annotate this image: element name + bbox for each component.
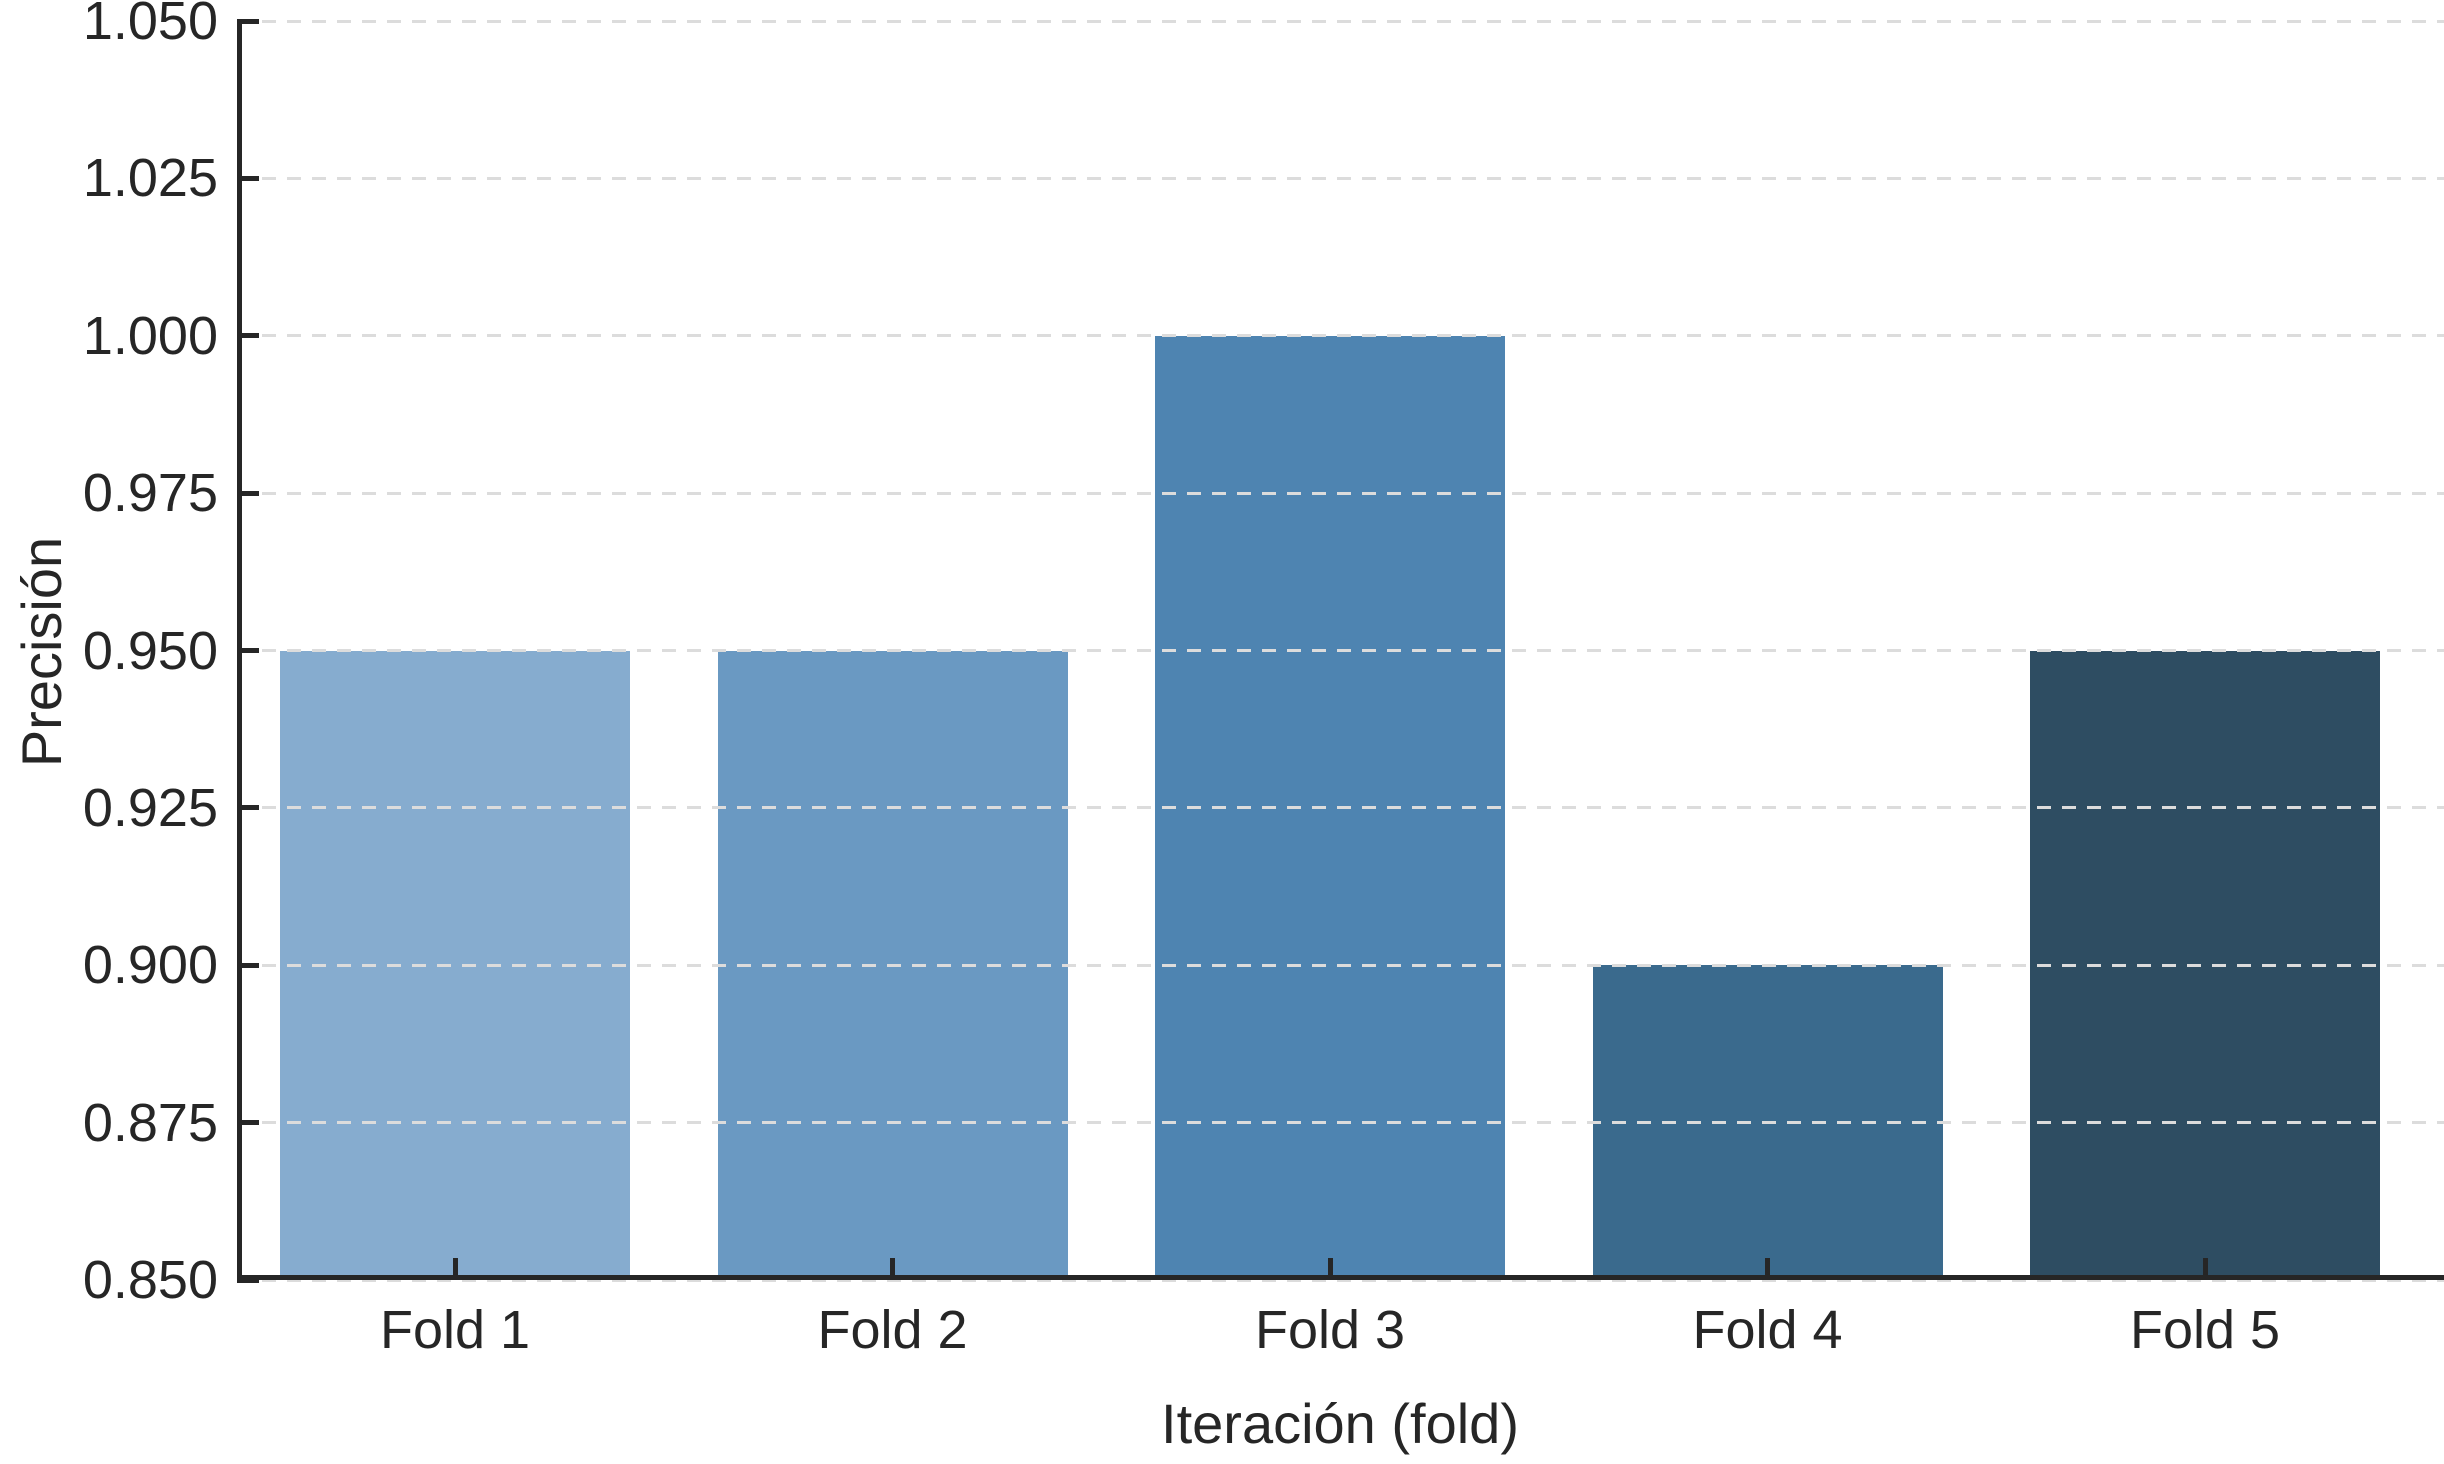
y-tick-label: 0.925 — [82, 777, 218, 838]
x-tick-label: Fold 1 — [379, 1300, 531, 1360]
x-tick-label: Fold 3 — [1254, 1300, 1406, 1360]
y-tick-label: 1.025 — [82, 148, 218, 209]
x-tick-mark — [2202, 1258, 2208, 1280]
y-tick-label: 0.900 — [82, 935, 218, 996]
y-tick-label: 0.875 — [82, 1092, 218, 1153]
y-tick-mark — [237, 18, 259, 24]
y-tick-mark — [237, 962, 259, 968]
gridline-0.875 — [237, 1121, 2444, 1125]
x-tick-label: Fold 4 — [1692, 1300, 1843, 1360]
x-tick-mark — [452, 1258, 458, 1280]
y-tick-label: 0.850 — [82, 1250, 218, 1310]
gridline-1.025 — [237, 176, 2444, 180]
y-tick-label: 1.050 — [82, 0, 218, 51]
x-axis-label: Iteración (fold) — [1161, 1392, 1519, 1455]
plot-area — [237, 18, 2444, 1283]
gridline-0.900 — [237, 963, 2444, 967]
x-axis-spine — [237, 1275, 2444, 1280]
x-tick-mark — [1765, 1258, 1770, 1280]
gridline-0.925 — [237, 806, 2444, 810]
gridline-0.975 — [237, 491, 2444, 495]
y-tick-label: 0.950 — [82, 620, 218, 681]
y-tick-label: 0.975 — [82, 463, 218, 524]
y-tick-mark — [237, 175, 259, 181]
x-tick-label: Fold 2 — [817, 1300, 968, 1360]
x-tick-mark — [1327, 1258, 1333, 1280]
y-tick-label: 1.000 — [82, 305, 218, 366]
x-tick-label: Fold 5 — [2129, 1300, 2281, 1360]
gridline-1.000 — [237, 334, 2444, 338]
y-axis-label: Precisión — [10, 536, 73, 768]
y-tick-mark — [237, 805, 259, 811]
y-tick-mark — [237, 1277, 259, 1283]
gridline-1.050 — [237, 19, 2444, 23]
y-axis-spine — [237, 21, 242, 1280]
y-tick-mark — [237, 1120, 259, 1126]
gridline-0.950 — [237, 649, 2444, 652]
y-tick-mark — [237, 490, 259, 496]
gridline-0.850 — [237, 1278, 2444, 1282]
y-tick-mark — [237, 648, 259, 653]
y-tick-mark — [237, 333, 259, 339]
x-tick-mark — [890, 1258, 895, 1280]
